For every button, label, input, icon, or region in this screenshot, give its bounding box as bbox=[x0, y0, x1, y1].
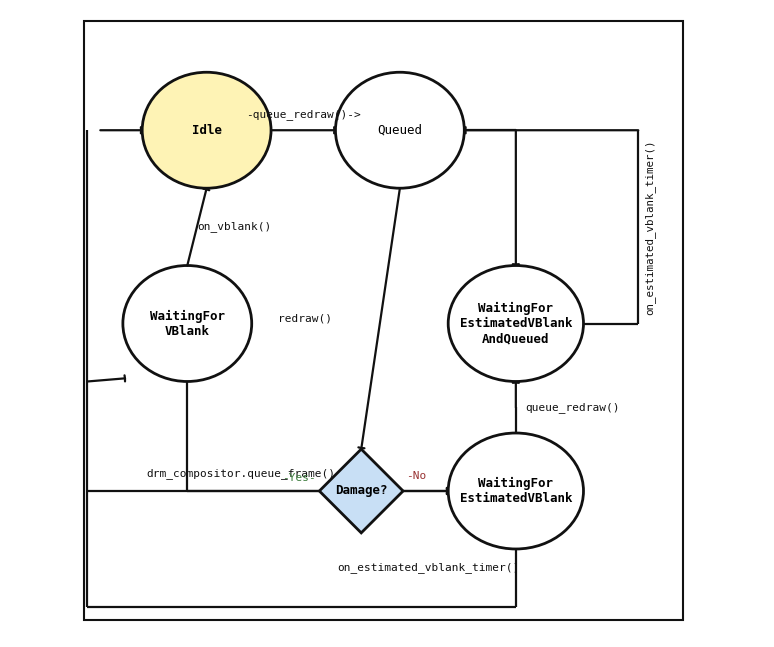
Text: -No: -No bbox=[406, 470, 426, 481]
Text: -queue_redraw()->: -queue_redraw()-> bbox=[246, 109, 361, 120]
Ellipse shape bbox=[448, 433, 584, 549]
Text: Idle: Idle bbox=[192, 124, 221, 137]
Text: Queued: Queued bbox=[378, 124, 423, 137]
Ellipse shape bbox=[448, 265, 584, 382]
Ellipse shape bbox=[123, 265, 252, 382]
Text: WaitingFor
EstimatedVBlank: WaitingFor EstimatedVBlank bbox=[460, 477, 572, 505]
Ellipse shape bbox=[142, 72, 271, 188]
Text: on_vblank(): on_vblank() bbox=[197, 221, 271, 232]
Text: redraw(): redraw() bbox=[278, 314, 332, 324]
Text: on_estimated_vblank_timer(): on_estimated_vblank_timer() bbox=[337, 562, 519, 573]
Text: queue_redraw(): queue_redraw() bbox=[526, 402, 620, 413]
Text: Damage?: Damage? bbox=[335, 485, 388, 498]
Ellipse shape bbox=[335, 72, 464, 188]
Text: WaitingFor
EstimatedVBlank
AndQueued: WaitingFor EstimatedVBlank AndQueued bbox=[460, 302, 572, 345]
Text: WaitingFor
VBlank: WaitingFor VBlank bbox=[150, 309, 224, 338]
Polygon shape bbox=[320, 449, 403, 533]
Text: drm_compositor.queue_frame(): drm_compositor.queue_frame() bbox=[146, 468, 335, 479]
Text: -Yes-: -Yes- bbox=[283, 473, 316, 483]
Text: on_estimated_vblank_timer(): on_estimated_vblank_timer() bbox=[645, 139, 656, 314]
